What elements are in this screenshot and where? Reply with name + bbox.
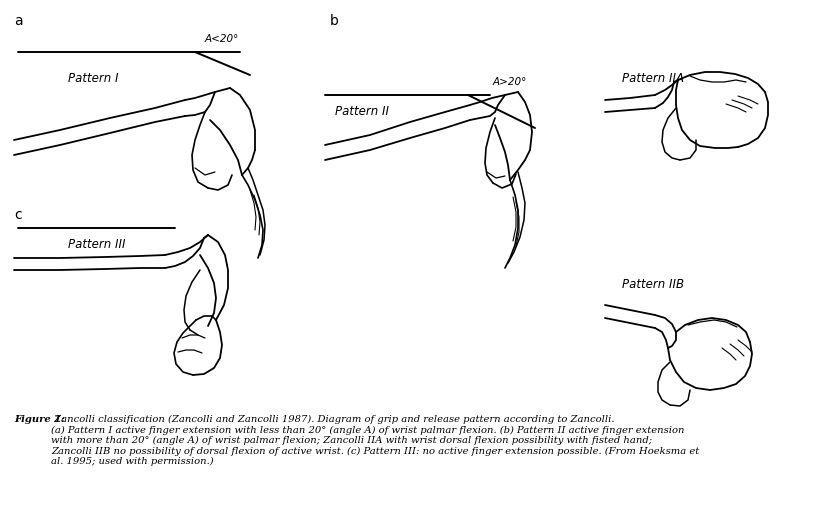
Text: b: b: [330, 14, 339, 28]
Text: Pattern I: Pattern I: [68, 72, 118, 85]
Text: Pattern IIA: Pattern IIA: [621, 72, 683, 85]
Text: A>20°: A>20°: [492, 77, 527, 87]
Text: Pattern IIB: Pattern IIB: [621, 278, 683, 291]
Text: c: c: [14, 208, 22, 222]
Text: Pattern III: Pattern III: [68, 238, 125, 251]
Text: a: a: [14, 14, 22, 28]
Text: Pattern II: Pattern II: [335, 105, 388, 118]
Text: Figure 1:: Figure 1:: [14, 415, 65, 424]
Text: Zancolli classification (Zancolli and Zancolli 1987). Diagram of grip and releas: Zancolli classification (Zancolli and Za…: [51, 415, 699, 466]
Text: A<20°: A<20°: [205, 34, 239, 44]
